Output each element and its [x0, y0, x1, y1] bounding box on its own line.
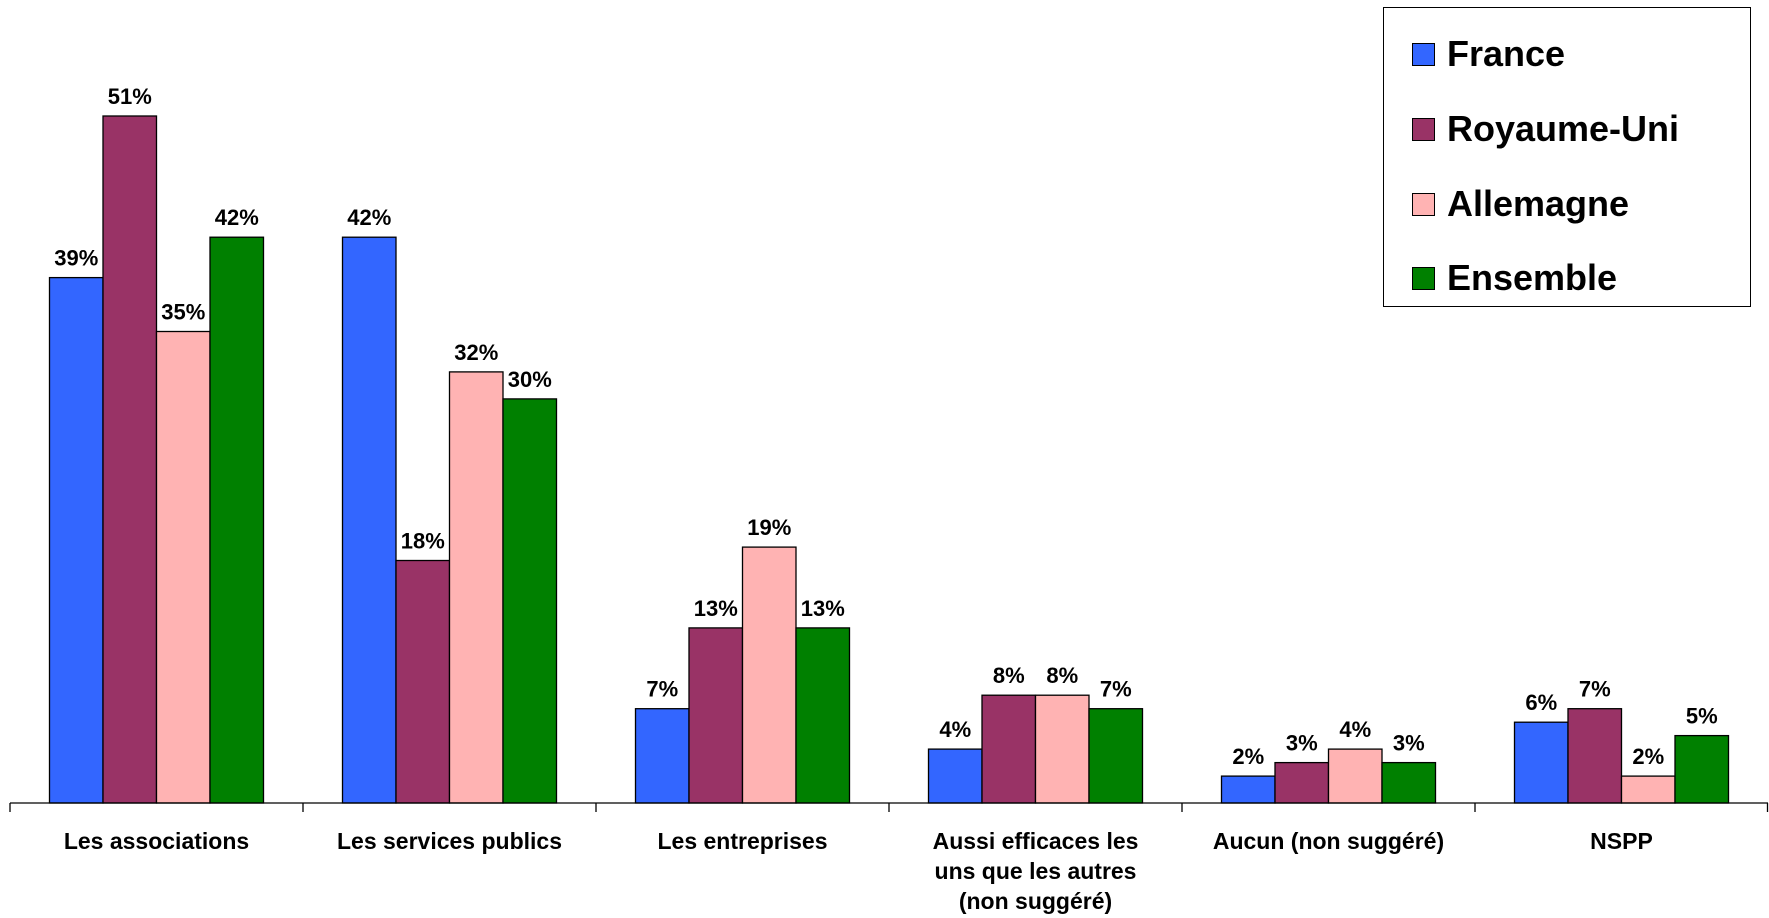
category-label-6: NSPP: [1590, 828, 1653, 854]
bar-ensemble-3: [795, 627, 851, 804]
bar-france-3: [634, 708, 690, 804]
bar-royaume-uni-4: [981, 694, 1037, 804]
data-label-allemagne-6: 2%: [1632, 744, 1664, 769]
data-label-allemagne-1: 35%: [161, 300, 205, 325]
bar-ensemble-1: [209, 236, 265, 804]
legend-item-ensemble: Ensemble: [1412, 257, 1618, 298]
data-label-ensemble-6: 5%: [1686, 704, 1718, 729]
data-label-allemagne-4: 8%: [1046, 663, 1078, 688]
bar-allemagne-1: [155, 330, 211, 804]
data-label-ensemble-4: 7%: [1100, 677, 1132, 702]
data-label-royaume-uni-4: 8%: [993, 663, 1025, 688]
category-label-4: Aussi efficaces les uns que les autres (no…: [933, 828, 1139, 914]
bar-allemagne-3: [741, 546, 797, 804]
bar-france-2: [341, 236, 397, 804]
bar-royaume-uni-1: [102, 115, 158, 804]
bar-france-6: [1513, 721, 1569, 804]
bar-france-4: [927, 748, 983, 804]
legend-swatch-france: [1412, 42, 1435, 66]
data-label-france-4: 4%: [939, 717, 971, 742]
data-label-royaume-uni-6: 7%: [1579, 677, 1611, 702]
legend-label-allemagne: Allemagne: [1447, 183, 1630, 224]
legend-item-allemagne: Allemagne: [1412, 183, 1630, 224]
bar-allemagne-6: [1620, 775, 1676, 804]
legend-item-royaume-uni: Royaume-Uni: [1412, 108, 1680, 149]
bar-france-1: [48, 276, 104, 804]
data-label-allemagne-3: 19%: [747, 515, 791, 540]
data-label-royaume-uni-3: 13%: [694, 596, 738, 621]
data-label-france-2: 42%: [347, 205, 391, 230]
bar-ensemble-4: [1088, 708, 1144, 804]
bar-allemagne-4: [1034, 694, 1090, 804]
bar-allemagne-5: [1327, 748, 1383, 804]
data-label-ensemble-5: 3%: [1393, 731, 1425, 756]
category-label-3: Les entreprises: [657, 828, 827, 854]
data-label-royaume-uni-2: 18%: [401, 529, 445, 554]
category-label-5: Aucun (non suggéré): [1213, 828, 1444, 854]
category-label-2: Les services publics: [337, 828, 562, 854]
data-label-france-1: 39%: [54, 246, 98, 271]
legend-item-france: France: [1412, 33, 1566, 74]
bar-royaume-uni-3: [688, 627, 744, 804]
bar-france-5: [1220, 775, 1276, 804]
bar-ensemble-2: [502, 398, 558, 804]
data-label-royaume-uni-1: 51%: [108, 84, 152, 109]
bar-royaume-uni-2: [395, 559, 451, 804]
data-label-france-3: 7%: [646, 677, 678, 702]
bar-ensemble-5: [1381, 761, 1437, 804]
legend-label-france: France: [1447, 33, 1566, 74]
legend-label-ensemble: Ensemble: [1447, 257, 1618, 298]
bar-allemagne-2: [448, 371, 504, 804]
data-label-allemagne-2: 32%: [454, 340, 498, 365]
data-label-ensemble-1: 42%: [215, 205, 259, 230]
data-label-allemagne-5: 4%: [1339, 717, 1371, 742]
data-label-ensemble-3: 13%: [801, 596, 845, 621]
bar-royaume-uni-6: [1567, 708, 1623, 804]
data-label-royaume-uni-5: 3%: [1286, 731, 1318, 756]
data-label-ensemble-2: 30%: [508, 367, 552, 392]
legend-swatch-ensemble: [1412, 266, 1435, 290]
bar-ensemble-6: [1674, 734, 1730, 804]
legend-swatch-allemagne: [1412, 192, 1435, 216]
bar-royaume-uni-5: [1274, 761, 1330, 804]
legend-swatch-royaume-uni: [1412, 117, 1435, 141]
category-label-1: Les associations: [64, 828, 249, 854]
legend-label-royaume-uni: Royaume-Uni: [1447, 108, 1680, 149]
legend: France Royaume-Uni Allemagne Ensemble: [1383, 7, 1751, 307]
data-label-france-6: 6%: [1525, 690, 1557, 715]
data-label-france-5: 2%: [1232, 744, 1264, 769]
